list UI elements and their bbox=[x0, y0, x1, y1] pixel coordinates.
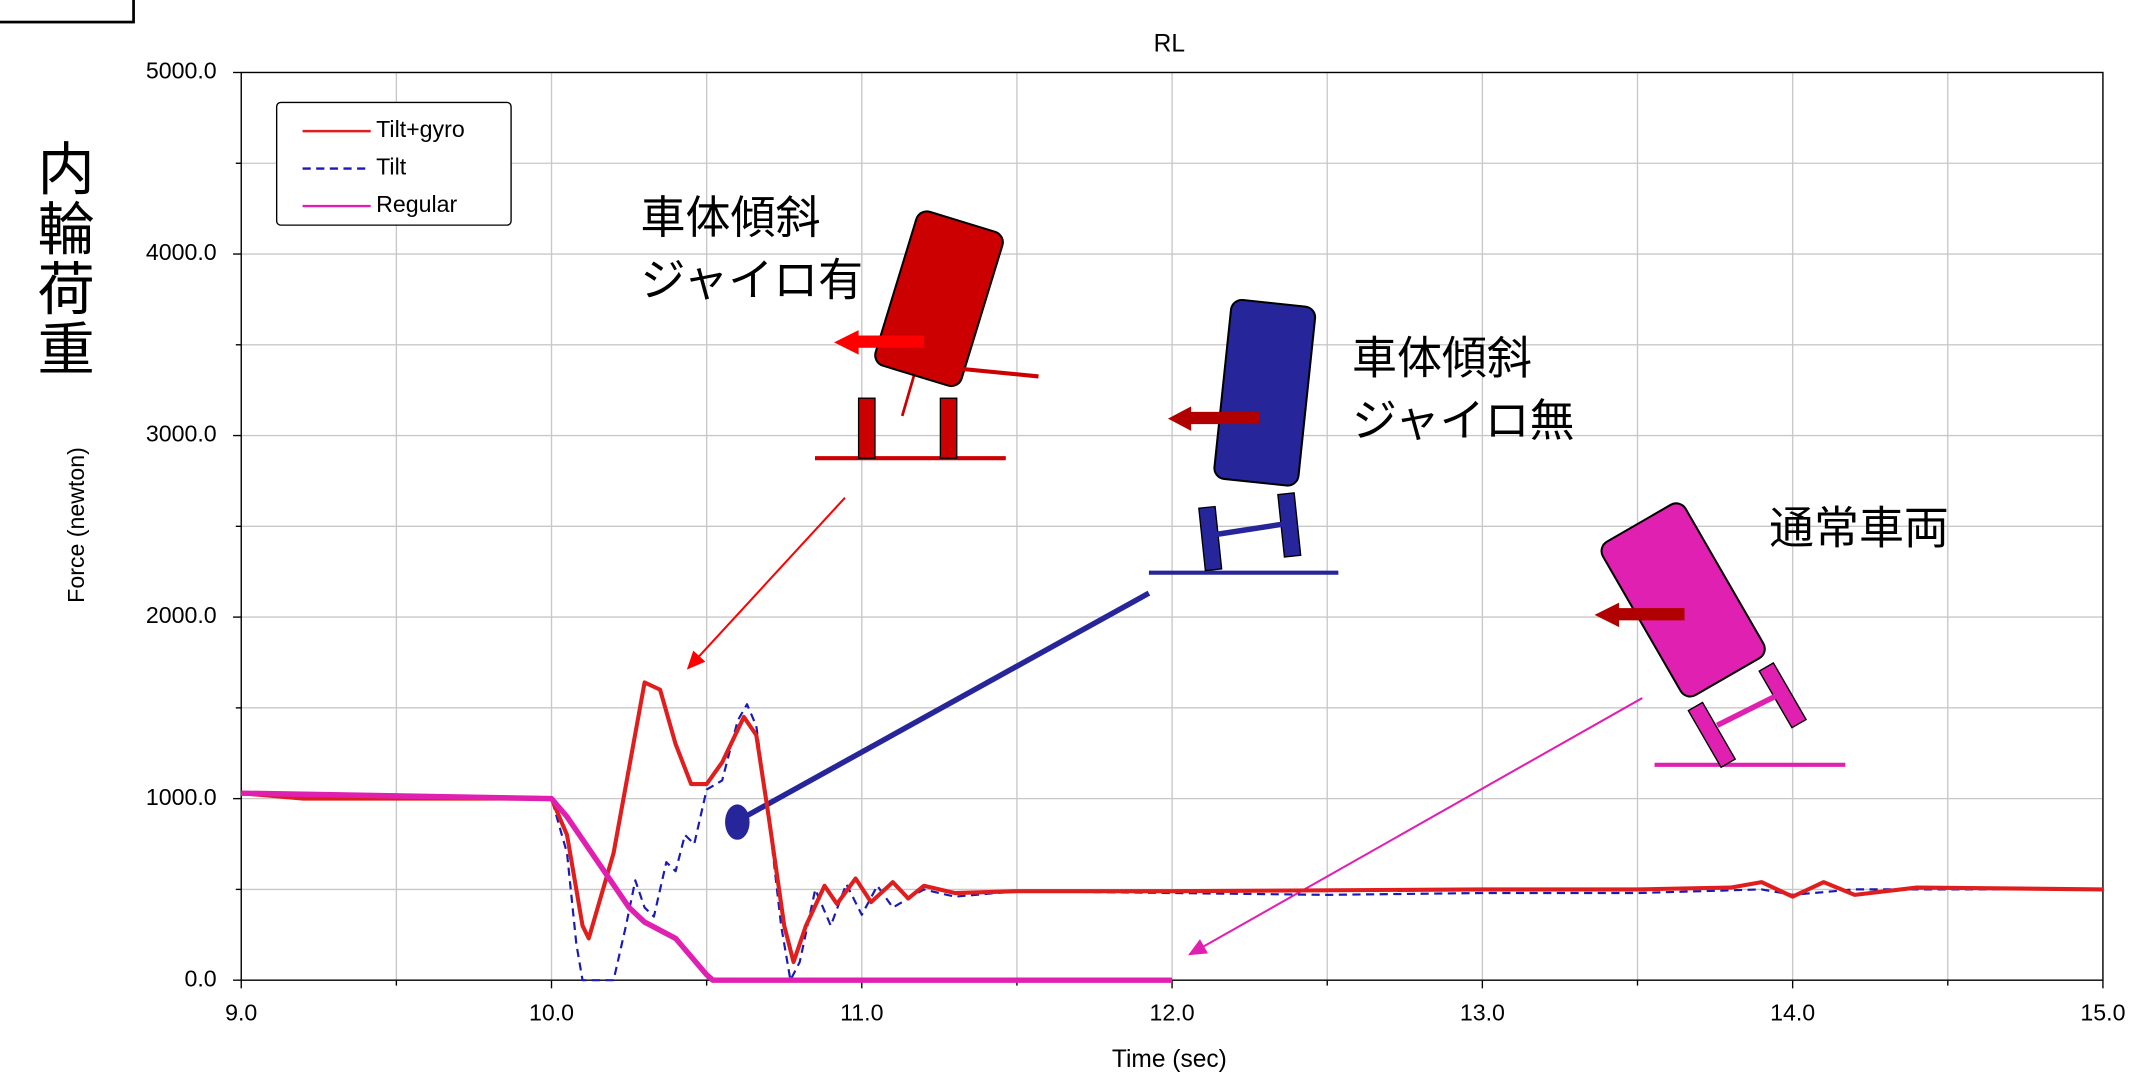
annotation: 通常車両 bbox=[1769, 503, 1949, 554]
vehicle-icon bbox=[815, 209, 1039, 459]
page: {"chart_data": { "type": "line", "title"… bbox=[0, 0, 2137, 1084]
annotation: 車体傾斜 bbox=[1352, 332, 1532, 383]
annotation: ジャイロ無 bbox=[1352, 395, 1575, 446]
callout-arrow bbox=[1190, 698, 1642, 954]
callout-dot bbox=[725, 804, 750, 839]
x-axis-label: Time (sec) bbox=[1112, 1046, 1227, 1073]
legend-label: Tilt+gyro bbox=[376, 116, 465, 142]
x-tick-label: 15.0 bbox=[2080, 999, 2125, 1025]
x-tick-label: 12.0 bbox=[1150, 999, 1195, 1025]
x-tick-label: 9.0 bbox=[225, 999, 257, 1025]
legend: Tilt+gyro Tilt Regular bbox=[277, 102, 511, 225]
x-tick-label: 14.0 bbox=[1770, 999, 1815, 1025]
annotation: ジャイロ有 bbox=[641, 255, 864, 306]
y-tick-label: 1000.0 bbox=[146, 784, 217, 810]
legend-label: Tilt bbox=[376, 154, 407, 180]
legend-label: Regular bbox=[376, 191, 457, 217]
x-tick-label: 13.0 bbox=[1460, 999, 1505, 1025]
y-tick-label: 5000.0 bbox=[146, 58, 217, 84]
y-tick-label: 4000.0 bbox=[146, 239, 217, 265]
callout-line bbox=[743, 593, 1149, 818]
y-tick-label: 0.0 bbox=[184, 965, 216, 991]
x-tick-label: 10.0 bbox=[529, 999, 574, 1025]
y-axis-label: Force (newton) bbox=[63, 447, 89, 603]
y-axis-label-jp: 内輪荷重 bbox=[29, 139, 94, 379]
callout-arrow bbox=[688, 498, 845, 668]
chart: RL Time (sec) Force (newton) 内輪荷重 bbox=[0, 0, 2137, 1084]
x-tick-label: 11.0 bbox=[840, 999, 883, 1025]
y-tick-label: 2000.0 bbox=[146, 602, 217, 628]
y-tick-label: 3000.0 bbox=[146, 421, 217, 447]
chart-title: RL bbox=[1154, 31, 1185, 58]
corner-box bbox=[0, 0, 134, 22]
annotation: 車体傾斜 bbox=[641, 192, 821, 243]
